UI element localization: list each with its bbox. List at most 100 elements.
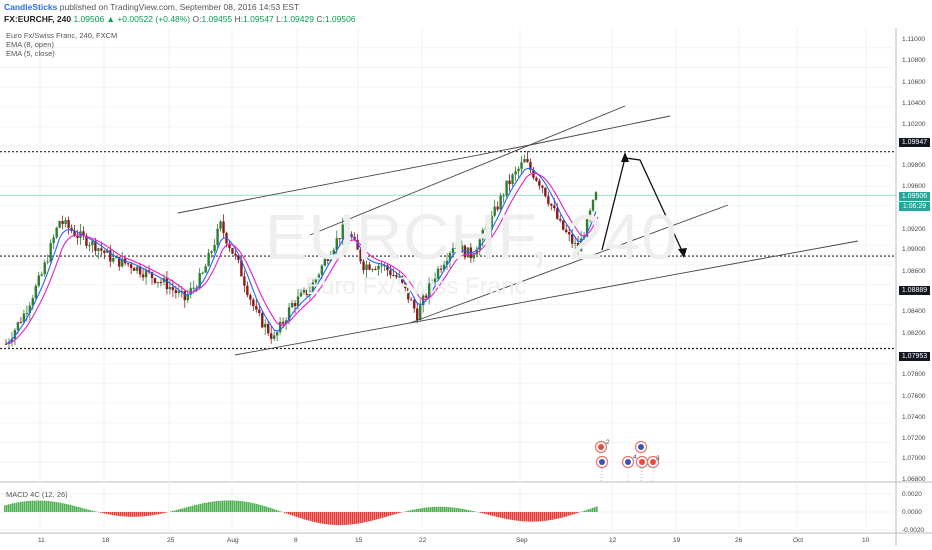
macd-histogram-bar: [224, 500, 226, 512]
macd-histogram-bar: [14, 502, 16, 512]
candle-body: [141, 274, 145, 278]
candle-body: [82, 231, 85, 236]
candle-body: [55, 227, 58, 238]
macd-histogram-bar: [266, 506, 268, 512]
candle-body: [126, 263, 130, 265]
macd-histogram-bar: [586, 509, 588, 512]
candle-body: [588, 210, 592, 218]
macd-histogram-bar: [124, 512, 126, 517]
macd-histogram-bar: [302, 512, 304, 519]
price-tick: 1.07800: [902, 371, 926, 378]
macd-histogram-bar: [322, 512, 324, 524]
macd-histogram-bar: [506, 512, 508, 520]
macd-histogram-bar: [462, 508, 464, 512]
macd-histogram-bar: [360, 512, 362, 524]
candle-body: [401, 276, 404, 283]
candle-body: [88, 245, 91, 247]
macd-histogram-bar: [36, 500, 38, 512]
macd-histogram-bar: [284, 512, 286, 513]
candle-body: [567, 231, 571, 235]
candle-body: [523, 159, 526, 163]
trendline-resistance[interactable]: [309, 105, 626, 236]
date-label: Oct: [793, 537, 804, 544]
macd-histogram-bar: [260, 505, 262, 512]
candle-body: [106, 250, 109, 253]
macd-histogram-bar: [252, 503, 254, 512]
macd-histogram-bar: [536, 512, 538, 522]
candle-body: [502, 195, 505, 197]
macd-histogram-bar: [152, 512, 154, 516]
macd-histogram-bar: [50, 501, 52, 512]
macd-histogram-bar: [4, 505, 6, 512]
macd-histogram-bar: [416, 508, 418, 512]
macd-histogram-bar: [60, 502, 62, 512]
macd-histogram-bar: [66, 504, 68, 512]
candle-body: [94, 240, 97, 251]
author-link[interactable]: CandleSticks: [4, 2, 58, 12]
macd-histogram-bar: [270, 508, 272, 512]
macd-histogram-bar: [272, 508, 274, 512]
macd-histogram-bar: [232, 500, 234, 512]
macd-histogram-bar: [198, 504, 200, 512]
candle-body: [40, 274, 43, 276]
macd-histogram-bar: [210, 501, 212, 512]
trendline-upper-channel[interactable]: [529, 115, 671, 146]
low-label: L:: [273, 14, 284, 24]
macd-histogram-bar: [292, 512, 294, 516]
macd-histogram-bar: [180, 508, 182, 512]
candle-body: [389, 270, 392, 276]
macd-histogram-bar: [190, 506, 192, 512]
legend-title: Euro Fx/Swiss Franc, 240, FXCM: [6, 31, 118, 40]
ohlc-info: FX:EURCHF, 240 1.09506 ▲ +0.00522 (+0.48…: [4, 14, 356, 25]
macd-histogram-bar: [486, 512, 488, 515]
macd-histogram-bar: [16, 502, 18, 512]
macd-histogram-bar: [482, 512, 484, 514]
date-label: 26: [735, 537, 743, 544]
macd-histogram-bar: [310, 512, 312, 522]
macd-histogram-bar: [538, 512, 540, 522]
candle-body: [58, 221, 61, 228]
candle-body: [371, 269, 374, 271]
candle-body: [430, 282, 434, 284]
candle-body: [445, 260, 449, 265]
macd-histogram-bar: [32, 500, 34, 512]
price-tick: 1.10400: [902, 100, 926, 107]
macd-histogram-bar: [118, 512, 120, 516]
date-label: 18: [102, 537, 110, 544]
candle-body: [433, 278, 437, 283]
macd-legend[interactable]: MACD 4C (12, 26): [6, 490, 68, 499]
macd-histogram-bar: [274, 509, 276, 512]
macd-histogram-bar: [326, 512, 328, 525]
trendline-upper-channel[interactable]: [177, 144, 531, 214]
macd-histogram-bar: [398, 512, 400, 514]
macd-histogram-bar: [440, 506, 442, 512]
macd-histogram-bar: [162, 512, 164, 514]
trendline-support[interactable]: [409, 204, 729, 324]
macd-histogram-bar: [374, 512, 376, 520]
macd-tick: -0.0020: [902, 527, 925, 534]
candle-body: [550, 203, 553, 206]
macd-histogram-bar: [256, 503, 258, 512]
candle-body: [496, 206, 499, 210]
candle-body: [487, 228, 490, 230]
candle-body: [323, 258, 327, 266]
macd-histogram-bar: [212, 501, 214, 512]
publish-info: CandleSticks published on TradingView.co…: [4, 2, 299, 13]
date-label: 25: [167, 537, 175, 544]
legend-ema-open[interactable]: EMA (8, open): [6, 40, 54, 49]
macd-histogram-bar: [136, 512, 138, 517]
macd-histogram-bar: [84, 508, 86, 512]
macd-histogram-bar: [428, 507, 430, 512]
candle-body: [237, 255, 240, 261]
forecast-path[interactable]: [601, 157, 684, 254]
legend-ema-close[interactable]: EMA (5, close): [6, 49, 55, 58]
macd-histogram-bar: [288, 512, 290, 515]
macd-histogram-bar: [76, 506, 78, 512]
trendline-lower-channel[interactable]: [234, 240, 859, 356]
macd-histogram-bar: [336, 512, 338, 526]
macd-histogram-bar: [286, 512, 288, 514]
macd-histogram-bar: [88, 509, 90, 512]
macd-histogram-bar: [24, 501, 26, 512]
macd-histogram-bar: [130, 512, 132, 517]
